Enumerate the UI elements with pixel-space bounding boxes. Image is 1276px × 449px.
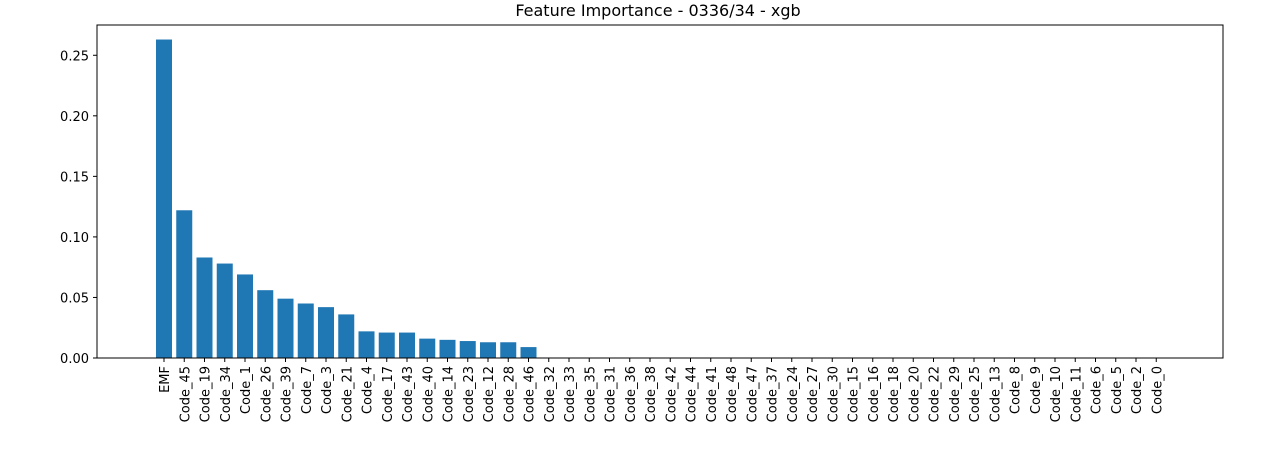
x-tick-label: Code_9	[1029, 366, 1044, 414]
x-tick-label: Code_4	[361, 366, 376, 414]
x-tick-label: Code_27	[806, 366, 821, 422]
x-tick-label: Code_38	[644, 366, 659, 422]
x-tick-label: Code_29	[948, 366, 963, 422]
bar-code-4	[358, 331, 375, 358]
x-tick-label: EMF	[158, 366, 173, 393]
plot-frame	[96, 24, 1224, 359]
bars-layer	[156, 39, 537, 358]
chart-title: Feature Importance - 0336/34 - xgb	[515, 1, 800, 20]
x-tick-label: Code_37	[766, 366, 781, 422]
x-tick-label: Code_10	[1049, 366, 1064, 422]
x-tick-label: Code_47	[745, 366, 760, 422]
x-tick-label: Code_33	[563, 366, 578, 422]
y-tick-label: 0.00	[60, 352, 89, 367]
x-tick-label: Code_28	[502, 366, 517, 422]
x-tick-label: Code_41	[705, 366, 720, 422]
y-tick-label: 0.15	[60, 170, 89, 185]
x-tick-label: Code_16	[867, 366, 882, 422]
bar-code-28	[500, 342, 517, 358]
x-tick-label: Code_3	[320, 366, 335, 414]
bar-code-46	[520, 347, 537, 358]
bar-code-17	[378, 332, 395, 358]
x-tick-label: Code_24	[786, 366, 801, 422]
y-tick-label: 0.25	[60, 49, 89, 64]
y-tick-label: 0.10	[60, 231, 89, 246]
x-tick-label: Code_43	[401, 366, 416, 422]
x-tick-label: Code_20	[907, 366, 922, 422]
y-tick-label: 0.20	[60, 110, 89, 125]
x-tick-label: Code_0	[1150, 366, 1165, 414]
bar-code-7	[297, 303, 314, 358]
x-tick-label: Code_34	[219, 366, 234, 422]
x-tick-label: Code_23	[462, 366, 477, 422]
x-tick-label: Code_36	[624, 366, 639, 422]
bar-code-14	[439, 339, 456, 358]
x-tick-label: Code_18	[887, 366, 902, 422]
x-tick-label: Code_44	[685, 366, 700, 422]
bar-code-34	[216, 263, 233, 358]
bar-code-39	[277, 298, 294, 358]
x-tick-label: Code_32	[543, 366, 558, 422]
x-tick-label: Code_8	[1009, 366, 1024, 414]
bar-code-12	[480, 342, 496, 358]
x-tick-label: Code_6	[1090, 366, 1105, 414]
bar-code-3	[318, 307, 334, 358]
bar-code-43	[399, 332, 415, 358]
x-tick-label: Code_26	[259, 366, 274, 422]
bar-code-21	[338, 314, 355, 358]
y-axis: 0.00 0.05 0.10 0.15 0.20 0.25	[60, 49, 97, 367]
x-tick-label: Code_46	[523, 366, 538, 422]
x-tick-label: Code_19	[199, 366, 214, 422]
x-tick-label: Code_39	[280, 366, 295, 422]
x-tick-label: Code_7	[300, 366, 315, 414]
x-tick-label: Code_30	[826, 366, 841, 422]
y-tick-label: 0.05	[60, 291, 89, 306]
x-tick-label: Code_45	[178, 366, 193, 422]
x-tick-label: Code_15	[847, 366, 862, 422]
x-tick-label: Code_12	[482, 366, 497, 422]
x-tick-label: Code_35	[583, 366, 598, 422]
bar-emf	[156, 39, 172, 358]
x-tick-label: Code_25	[968, 366, 983, 422]
x-tick-label: Code_2	[1130, 366, 1145, 414]
x-tick-label: Code_48	[725, 366, 740, 422]
x-tick-label: Code_22	[928, 366, 943, 422]
x-axis: EMF Code_45 Code_19 Code_34 Code_1 Code_26 Cod…	[158, 358, 1165, 422]
x-tick-label: Code_40	[421, 366, 436, 422]
bar-code-40	[419, 338, 436, 358]
bar-code-19	[196, 257, 213, 358]
x-tick-label: Code_5	[1110, 366, 1125, 414]
x-tick-label: Code_14	[442, 366, 457, 422]
x-tick-label: Code_1	[239, 366, 254, 414]
x-tick-label: Code_21	[340, 366, 355, 422]
x-tick-label: Code_13	[988, 366, 1003, 422]
bar-code-45	[176, 210, 193, 358]
x-tick-label: Code_17	[381, 366, 396, 422]
x-tick-label: Code_11	[1069, 366, 1084, 422]
bar-code-23	[459, 341, 476, 358]
x-tick-label: Code_42	[664, 366, 679, 422]
x-tick-label: Code_31	[604, 366, 619, 422]
bar-code-26	[257, 290, 274, 358]
bar-code-1	[237, 274, 253, 358]
